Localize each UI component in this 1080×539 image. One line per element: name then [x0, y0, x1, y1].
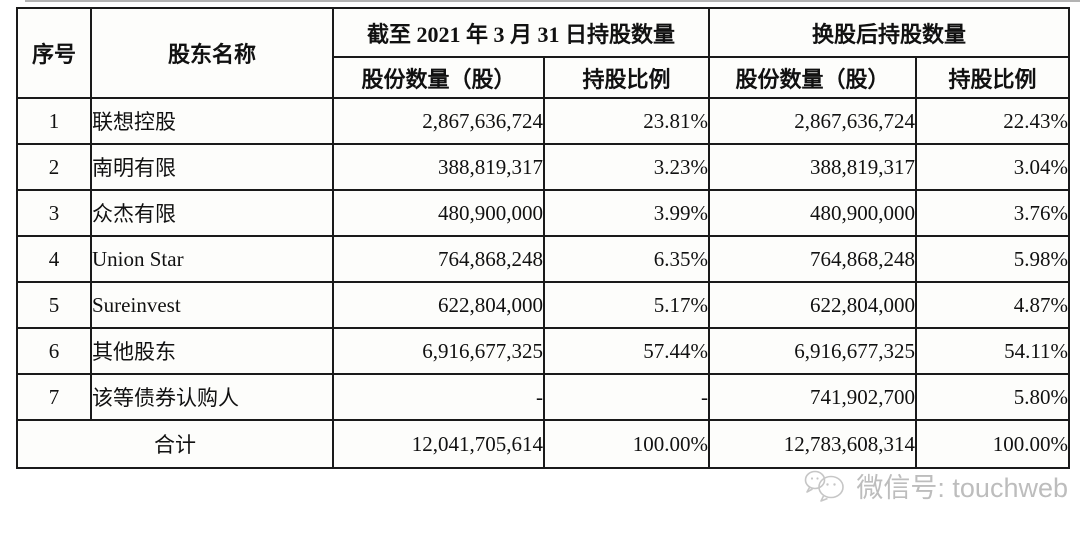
watermark-text: 微信号: touchweb: [856, 473, 1068, 503]
cell-shareholder-name: 联想控股: [90, 97, 334, 145]
table-row: 2 南明有限 388,819,317 3.23% 388,819,317 3.0…: [16, 143, 1071, 191]
cell-no: 6: [16, 327, 92, 375]
cell-shares-before: 388,819,317: [332, 143, 545, 191]
wechat-watermark: 微信号: touchweb: [803, 466, 1068, 505]
cell-total-ratio-after: 100.00%: [915, 419, 1071, 469]
header-cell-no: 序号: [16, 7, 92, 99]
header-cell-group-after: 换股后持股数量: [708, 7, 1071, 58]
cell-no: 3: [16, 189, 92, 237]
cell-ratio-before: 3.23%: [542, 143, 711, 191]
cell-no: 4: [16, 235, 92, 283]
table-row: 6 其他股东 6,916,677,325 57.44% 6,916,677,32…: [16, 327, 1071, 375]
cell-shares-before: 764,868,248: [332, 235, 545, 283]
cell-shares-after: 741,902,700: [708, 373, 918, 421]
cell-ratio-before: 57.44%: [542, 327, 711, 375]
table-total-row: 合计 12,041,705,614 100.00% 12,783,608,314…: [16, 419, 1071, 469]
cell-shareholder-name: 其他股东: [90, 327, 334, 375]
cell-no: 2: [16, 143, 92, 191]
header-row-sub: 股份数量（股） 持股比例 股份数量（股） 持股比例: [17, 56, 1071, 99]
cell-shares-after: 2,867,636,724: [708, 97, 918, 145]
cell-ratio-after: 5.98%: [915, 235, 1071, 283]
header-cell-shareholder: 股东名称: [90, 7, 334, 99]
cell-shareholder-name: 南明有限: [90, 143, 334, 191]
cell-total-shares-before: 12,041,705,614: [332, 419, 545, 469]
cell-ratio-before: 5.17%: [542, 281, 711, 329]
cell-no: 7: [16, 373, 92, 421]
shareholding-table: 序号 股东名称 截至 2021 年 3 月 31 日持股数量 换股后持股数量 股…: [16, 7, 1071, 469]
cell-shares-before: 6,916,677,325: [332, 327, 545, 375]
cell-shares-after: 764,868,248: [708, 235, 918, 283]
cell-ratio-after: 3.04%: [915, 143, 1071, 191]
header-cell-shares-before: 股份数量（股）: [332, 56, 545, 99]
cell-ratio-after: 3.76%: [915, 189, 1071, 237]
wechat-icon: [803, 468, 847, 504]
cell-total-ratio-before: 100.00%: [542, 419, 711, 469]
cell-shares-before: 622,804,000: [332, 281, 545, 329]
cell-ratio-after: 5.80%: [915, 373, 1071, 421]
cell-shareholder-name: Union Star: [90, 235, 334, 283]
cell-shares-after: 622,804,000: [708, 281, 918, 329]
cell-ratio-before: 23.81%: [542, 97, 711, 145]
cell-shares-before: 2,867,636,724: [332, 97, 545, 145]
cell-shares-after: 388,819,317: [708, 143, 918, 191]
cell-total-shares-after: 12,783,608,314: [708, 419, 918, 469]
cell-shareholder-name: 该等债券认购人: [90, 373, 334, 421]
table-body: 1 联想控股 2,867,636,724 23.81% 2,867,636,72…: [16, 97, 1071, 469]
header-cell-shares-after: 股份数量（股）: [708, 56, 918, 99]
header-cell-group-before: 截至 2021 年 3 月 31 日持股数量: [331, 7, 711, 58]
cell-ratio-after: 4.87%: [915, 281, 1071, 329]
cell-ratio-before: 6.35%: [542, 235, 711, 283]
top-divider-line: [25, 0, 1080, 2]
table-row: 3 众杰有限 480,900,000 3.99% 480,900,000 3.7…: [16, 189, 1071, 237]
table-header: 序号 股东名称 截至 2021 年 3 月 31 日持股数量 换股后持股数量 股…: [16, 7, 1071, 99]
cell-ratio-before: -: [542, 373, 711, 421]
cell-shareholder-name: Sureinvest: [90, 281, 334, 329]
table-row: 7 该等债券认购人 - - 741,902,700 5.80%: [16, 373, 1071, 421]
table-row: 4 Union Star 764,868,248 6.35% 764,868,2…: [16, 235, 1071, 283]
cell-shares-before: -: [332, 373, 545, 421]
header-cell-ratio-before: 持股比例: [542, 56, 711, 99]
cell-ratio-after: 22.43%: [915, 97, 1071, 145]
cell-no: 5: [16, 281, 92, 329]
cell-shares-before: 480,900,000: [332, 189, 545, 237]
cell-shareholder-name: 众杰有限: [90, 189, 334, 237]
header-cell-ratio-after: 持股比例: [915, 56, 1071, 99]
cell-shares-after: 480,900,000: [708, 189, 918, 237]
table-row: 1 联想控股 2,867,636,724 23.81% 2,867,636,72…: [16, 97, 1071, 145]
cell-ratio-after: 54.11%: [915, 327, 1071, 375]
cell-ratio-before: 3.99%: [542, 189, 711, 237]
header-row-groups: 序号 股东名称 截至 2021 年 3 月 31 日持股数量 换股后持股数量: [16, 7, 1071, 99]
cell-shares-after: 6,916,677,325: [708, 327, 918, 375]
cell-total-label: 合计: [16, 419, 334, 469]
table-row: 5 Sureinvest 622,804,000 5.17% 622,804,0…: [16, 281, 1071, 329]
cell-no: 1: [16, 97, 92, 145]
